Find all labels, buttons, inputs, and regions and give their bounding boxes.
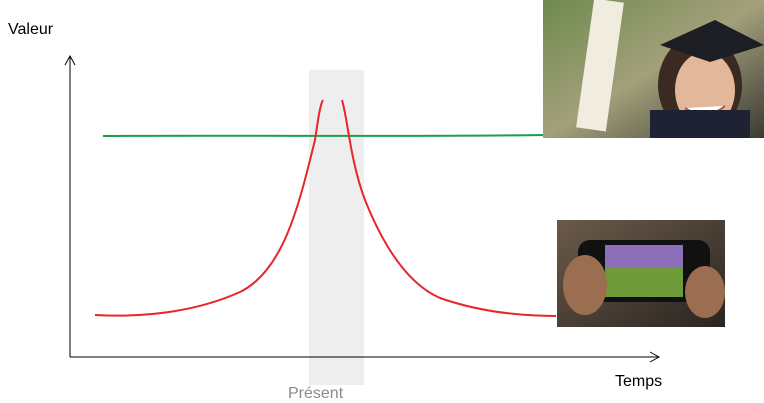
x-axis-label: Temps	[615, 373, 662, 390]
red-curve-right	[342, 100, 556, 316]
gaming-photo	[557, 220, 725, 327]
y-axis-label: Valeur	[8, 21, 54, 38]
diagram: Valeur Temps Présent	[0, 0, 764, 403]
present-band	[309, 70, 364, 385]
red-curve-left	[95, 100, 323, 316]
green-curve	[103, 135, 545, 136]
graduate-photo	[543, 0, 764, 138]
present-label: Présent	[288, 385, 344, 402]
